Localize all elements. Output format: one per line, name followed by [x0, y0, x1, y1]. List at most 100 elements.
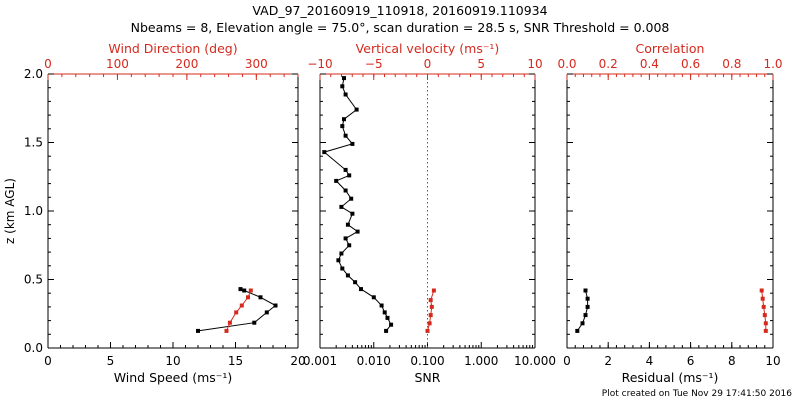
red-data-point: [224, 328, 229, 333]
black-data-point: [354, 107, 359, 112]
black-data-point: [355, 229, 360, 234]
black-data-point: [339, 204, 344, 209]
x-top-tick-label: 0.2: [599, 57, 618, 71]
x-top-tick-label: 0: [44, 57, 52, 71]
black-data-point: [385, 315, 390, 320]
black-data-point: [340, 266, 345, 271]
black-data-point: [343, 236, 348, 241]
red-data-point: [227, 320, 232, 325]
x-bottom-tick-label: 15: [228, 354, 243, 368]
red-data-point: [762, 313, 767, 318]
x-bottom-tick-label: 8: [728, 354, 736, 368]
black-data-point: [585, 296, 590, 301]
x-bottom-axis-label: Wind Speed (ms⁻¹): [114, 370, 233, 385]
black-data-point: [575, 328, 580, 333]
black-data-point: [342, 76, 346, 81]
plot-created-footer: Plot created on Tue Nov 29 17:41:50 2016: [602, 389, 792, 399]
snr-panel: 0.001 0.010 0.100 1.000 10.000 SNR −10 −5 0 5 10 Ve…: [303, 41, 556, 385]
x-top-tick-label: 1.0: [763, 57, 782, 71]
black-data-point: [349, 196, 354, 201]
x-bottom-tick-label: 6: [687, 354, 695, 368]
x-top-tick-label: 0.6: [681, 57, 700, 71]
x-bottom-axis-label: SNR: [415, 370, 441, 385]
red-data-point: [761, 304, 766, 309]
x-bottom-tick-label: 0.001: [303, 354, 337, 368]
y-tick-label: 1.0: [24, 204, 43, 218]
black-data-point: [322, 150, 327, 155]
y-axis-label: z (km AGL): [3, 178, 17, 244]
x-top-tick-label: 10: [527, 57, 542, 71]
x-bottom-tick-label: 20: [290, 354, 305, 368]
y-tick-label: 0.5: [24, 273, 43, 287]
x-bottom-tick-label: 5: [107, 354, 115, 368]
red-data-point: [234, 310, 239, 315]
red-data-point: [248, 288, 253, 293]
black-data-point: [350, 211, 355, 216]
black-data-point: [343, 133, 348, 138]
y-tick-label: 1.5: [24, 136, 43, 150]
red-data-point: [763, 328, 768, 333]
black-data-point: [583, 288, 588, 293]
red-data-point: [760, 296, 765, 301]
black-data-point: [252, 320, 257, 325]
black-data-point: [585, 304, 590, 309]
black-data-point: [379, 303, 384, 308]
red-data-point: [428, 298, 433, 303]
black-data-point: [238, 287, 243, 292]
x-top-tick-label: 300: [245, 57, 268, 71]
black-series-line: [323, 77, 392, 332]
black-data-point: [343, 92, 348, 97]
x-top-axis-label: Correlation: [636, 41, 705, 56]
black-data-point: [345, 222, 350, 227]
black-data-point: [343, 167, 348, 172]
x-bottom-tick-label: 10: [765, 354, 780, 368]
black-data-point: [339, 251, 344, 256]
x-top-tick-label: −5: [365, 57, 383, 71]
x-bottom-tick-label: 10: [165, 354, 180, 368]
figure-title-line2: Nbeams = 8, Elevation angle = 75.0°, sca…: [131, 20, 670, 35]
black-data-point: [336, 258, 341, 263]
x-top-axis-label: Wind Direction (deg): [108, 41, 237, 56]
x-bottom-tick-label: 0: [563, 354, 571, 368]
black-data-point: [350, 141, 355, 146]
x-bottom-axis-label: Residual (ms⁻¹): [622, 370, 719, 385]
red-data-point: [428, 313, 433, 318]
red-data-point: [246, 295, 250, 300]
red-data-point: [763, 321, 768, 326]
y-tick-label: 2.0: [24, 67, 43, 81]
red-data-point: [429, 304, 434, 309]
figure-title-line1: VAD_97_20160919_110918, 20160919.110934: [252, 3, 547, 18]
x-top-tick-label: 5: [477, 57, 485, 71]
x-top-axis-label: Vertical velocity (ms⁻¹): [356, 41, 500, 56]
black-data-point: [580, 321, 585, 326]
black-data-point: [583, 313, 588, 318]
black-data-point: [347, 173, 352, 178]
red-data-point: [427, 321, 432, 326]
black-data-point: [371, 295, 376, 300]
x-top-tick-label: −10: [307, 57, 332, 71]
red-data-point: [431, 288, 436, 293]
black-data-point: [384, 328, 389, 333]
black-data-point: [196, 328, 200, 333]
black-data-point: [343, 188, 348, 193]
x-bottom-tick-label: 2: [604, 354, 612, 368]
black-data-point: [345, 273, 350, 278]
x-top-tick-label: 0.8: [722, 57, 741, 71]
black-data-point: [273, 303, 278, 308]
black-data-point: [347, 243, 352, 248]
black-data-point: [340, 84, 345, 89]
black-data-point: [353, 280, 358, 285]
red-data-point: [239, 303, 244, 308]
black-data-point: [258, 295, 263, 300]
black-data-point: [382, 310, 387, 315]
black-data-point: [342, 117, 346, 122]
red-data-point: [425, 328, 430, 333]
black-data-point: [389, 322, 394, 327]
x-top-tick-label: 100: [106, 57, 129, 71]
y-tick-label: 0.0: [24, 341, 43, 355]
x-bottom-tick-label: 0.010: [357, 354, 391, 368]
x-bottom-tick-label: 1.000: [464, 354, 498, 368]
wind-panel: 0.0 0.5 1.0 1.5 2.00 5 10 15 20 Wind Speed (ms⁻¹)…: [24, 41, 306, 385]
black-data-point: [334, 178, 339, 183]
